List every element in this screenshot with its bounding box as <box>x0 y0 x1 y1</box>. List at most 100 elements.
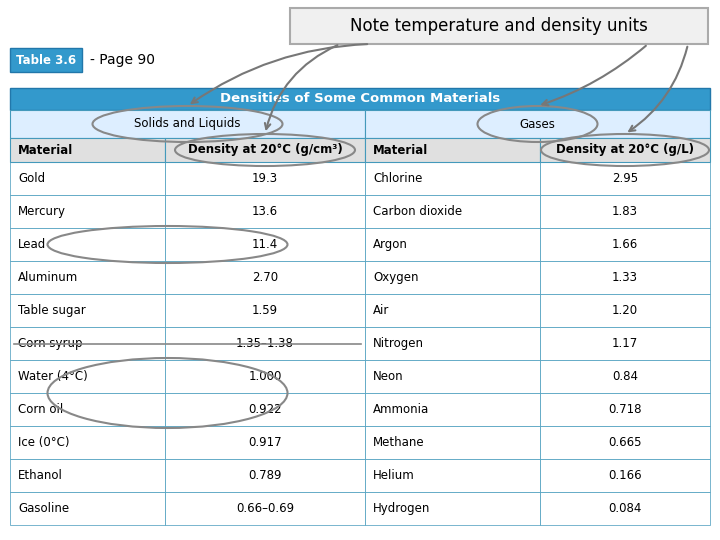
Text: 1.83: 1.83 <box>612 205 638 218</box>
Text: Carbon dioxide: Carbon dioxide <box>373 205 462 218</box>
Text: Lead: Lead <box>18 238 46 251</box>
Text: - Page 90: - Page 90 <box>90 53 155 67</box>
Bar <box>365 327 540 360</box>
Bar <box>365 261 540 294</box>
Text: Note temperature and density units: Note temperature and density units <box>350 17 648 35</box>
Text: 0.084: 0.084 <box>608 502 642 515</box>
Bar <box>365 162 540 195</box>
Bar <box>365 393 540 426</box>
Text: Aluminum: Aluminum <box>18 271 78 284</box>
Text: Mercury: Mercury <box>18 205 66 218</box>
Bar <box>165 492 365 525</box>
Text: Nitrogen: Nitrogen <box>373 337 424 350</box>
Bar <box>10 195 165 228</box>
Text: Densities of Some Common Materials: Densities of Some Common Materials <box>220 92 500 105</box>
Bar <box>290 8 708 44</box>
Bar <box>10 48 82 72</box>
Bar <box>10 228 165 261</box>
Bar <box>165 426 365 459</box>
Text: Gases: Gases <box>520 118 555 131</box>
Bar <box>165 393 365 426</box>
Bar <box>540 327 710 360</box>
Text: 0.665: 0.665 <box>608 436 642 449</box>
Bar <box>365 228 540 261</box>
Text: 1.33: 1.33 <box>612 271 638 284</box>
Bar <box>540 162 710 195</box>
Text: 0.66–0.69: 0.66–0.69 <box>236 502 294 515</box>
Text: 0.917: 0.917 <box>248 436 282 449</box>
Bar <box>165 459 365 492</box>
Bar <box>540 360 710 393</box>
Text: Argon: Argon <box>373 238 408 251</box>
Bar <box>365 459 540 492</box>
Text: Ice (0°C): Ice (0°C) <box>18 436 70 449</box>
Bar <box>540 228 710 261</box>
Text: 2.95: 2.95 <box>612 172 638 185</box>
Bar <box>165 294 365 327</box>
Text: 0.922: 0.922 <box>248 403 282 416</box>
Bar <box>365 426 540 459</box>
Bar <box>540 138 710 162</box>
Bar <box>365 110 710 138</box>
Text: 2.70: 2.70 <box>252 271 278 284</box>
Text: 1.17: 1.17 <box>612 337 638 350</box>
Bar <box>10 162 165 195</box>
Bar <box>540 426 710 459</box>
Text: Gold: Gold <box>18 172 45 185</box>
Bar <box>165 261 365 294</box>
Text: Air: Air <box>373 304 390 317</box>
Text: Methane: Methane <box>373 436 425 449</box>
Bar <box>10 327 165 360</box>
Text: Gasoline: Gasoline <box>18 502 69 515</box>
Bar <box>165 360 365 393</box>
Text: Solids and Liquids: Solids and Liquids <box>134 118 240 131</box>
Bar <box>540 294 710 327</box>
Text: 0.718: 0.718 <box>608 403 642 416</box>
Bar <box>10 261 165 294</box>
Text: Water (4°C): Water (4°C) <box>18 370 88 383</box>
Text: Material: Material <box>373 144 428 157</box>
Text: 0.166: 0.166 <box>608 469 642 482</box>
Text: Helium: Helium <box>373 469 415 482</box>
Text: 1.000: 1.000 <box>248 370 282 383</box>
Bar <box>10 138 165 162</box>
Text: Corn oil: Corn oil <box>18 403 63 416</box>
Text: 1.35–1.38: 1.35–1.38 <box>236 337 294 350</box>
Bar <box>10 360 165 393</box>
Text: Oxygen: Oxygen <box>373 271 418 284</box>
Bar <box>365 294 540 327</box>
Text: Ammonia: Ammonia <box>373 403 429 416</box>
Bar <box>10 393 165 426</box>
Bar <box>10 492 165 525</box>
Text: Hydrogen: Hydrogen <box>373 502 431 515</box>
Bar <box>540 393 710 426</box>
Text: Corn syrup: Corn syrup <box>18 337 83 350</box>
Bar <box>165 138 365 162</box>
Bar <box>540 261 710 294</box>
Text: Neon: Neon <box>373 370 404 383</box>
Bar <box>540 459 710 492</box>
Text: Density at 20°C (g/L): Density at 20°C (g/L) <box>556 144 694 157</box>
Bar <box>10 88 710 110</box>
Text: 1.59: 1.59 <box>252 304 278 317</box>
Text: 0.789: 0.789 <box>248 469 282 482</box>
Text: Density at 20°C (g/cm³): Density at 20°C (g/cm³) <box>188 144 343 157</box>
Text: Chlorine: Chlorine <box>373 172 423 185</box>
Text: 0.84: 0.84 <box>612 370 638 383</box>
Text: 1.66: 1.66 <box>612 238 638 251</box>
Text: Ethanol: Ethanol <box>18 469 63 482</box>
Text: Table 3.6: Table 3.6 <box>16 53 76 66</box>
Text: 1.20: 1.20 <box>612 304 638 317</box>
Bar <box>365 138 540 162</box>
Bar <box>365 492 540 525</box>
Text: 11.4: 11.4 <box>252 238 278 251</box>
Bar <box>540 492 710 525</box>
Bar <box>540 195 710 228</box>
Text: Material: Material <box>18 144 73 157</box>
Bar <box>10 294 165 327</box>
Bar <box>365 360 540 393</box>
Bar <box>365 195 540 228</box>
Bar <box>10 459 165 492</box>
Bar <box>165 162 365 195</box>
Bar <box>165 228 365 261</box>
